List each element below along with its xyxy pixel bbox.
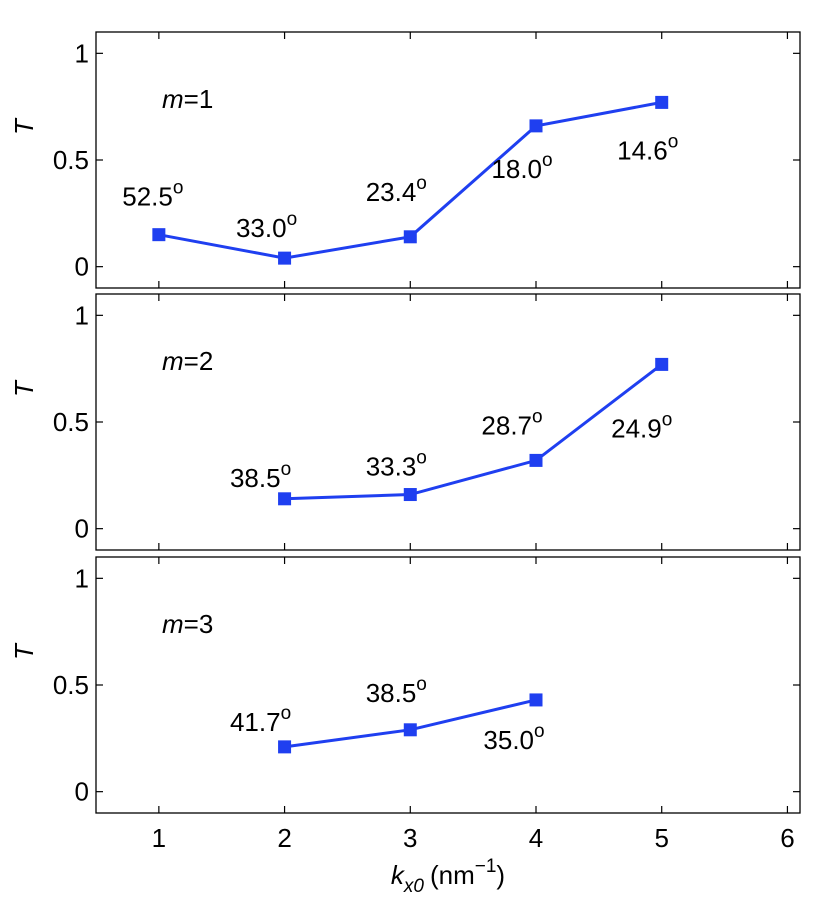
y-tick-label: 0.5 <box>53 670 89 700</box>
angle-value: 24.9 <box>611 413 662 443</box>
data-point <box>152 228 166 242</box>
angle-value: 33.0 <box>236 213 287 243</box>
angle-value: 38.5 <box>366 678 417 708</box>
degree-mark: o <box>281 459 292 480</box>
panel-label: m=2 <box>162 346 213 376</box>
degree-mark: o <box>416 448 427 469</box>
axes-box <box>95 556 801 814</box>
data-point <box>278 740 292 754</box>
angle-annotation: 41.7o <box>230 703 291 737</box>
data-point <box>529 453 543 467</box>
angle-value: 41.7 <box>230 707 281 737</box>
panel-label-var: m <box>162 609 184 639</box>
degree-mark: o <box>542 150 553 171</box>
angle-value: 23.4 <box>366 177 417 207</box>
y-tick-label: 0.5 <box>53 407 89 437</box>
degree-mark: o <box>416 674 427 695</box>
angle-annotation: 24.9o <box>611 409 672 443</box>
angle-annotation: 23.4o <box>366 173 427 207</box>
angle-annotation: 33.0o <box>236 209 297 243</box>
y-axis-label: T <box>9 117 39 135</box>
y-axis-label: T <box>9 642 39 660</box>
angle-annotation: 18.0o <box>491 150 552 184</box>
angle-value: 38.5 <box>230 463 281 493</box>
degree-mark: o <box>668 131 679 152</box>
y-tick-label: 1 <box>75 563 89 593</box>
angle-annotation: 52.5o <box>122 178 183 212</box>
series-line <box>284 363 663 501</box>
x-label-var: k <box>391 860 406 890</box>
angle-annotation: 35.0o <box>483 721 544 755</box>
y-tick-label: 0 <box>75 514 89 544</box>
x-label-close: ) <box>496 860 505 890</box>
angle-value: 52.5 <box>122 182 173 212</box>
panel-label-rest: =1 <box>184 84 214 114</box>
angle-annotation: 38.5o <box>366 674 427 708</box>
data-point <box>278 492 292 506</box>
y-tick-label: 1 <box>75 38 89 68</box>
y-tick-label: 1 <box>75 300 89 330</box>
angle-value: 28.7 <box>481 410 532 440</box>
panel-label-var: m <box>162 346 184 376</box>
degree-mark: o <box>662 409 673 430</box>
data-point <box>655 95 669 109</box>
degree-mark: o <box>281 703 292 724</box>
angle-value: 18.0 <box>491 154 542 184</box>
panel-label-rest: =2 <box>184 346 214 376</box>
panel-label: m=3 <box>162 609 213 639</box>
y-tick-label: 0.5 <box>53 145 89 175</box>
y-tick-label: 0 <box>75 777 89 807</box>
x-tick-label: 4 <box>529 823 543 853</box>
data-point <box>403 723 417 737</box>
panel-label: m=1 <box>162 84 213 114</box>
panel-label-var: m <box>162 84 184 114</box>
angle-value: 14.6 <box>617 135 668 165</box>
data-point <box>403 230 417 244</box>
angle-annotation: 38.5o <box>230 459 291 493</box>
data-point <box>403 488 417 502</box>
data-point <box>655 357 669 371</box>
axes-box <box>95 31 801 289</box>
data-point <box>529 119 543 133</box>
degree-mark: o <box>287 209 298 230</box>
x-tick-label: 3 <box>403 823 417 853</box>
x-label-sub: x0 <box>403 876 425 897</box>
angle-value: 35.0 <box>483 725 534 755</box>
data-point <box>529 693 543 707</box>
degree-mark: o <box>532 406 543 427</box>
x-tick-label: 6 <box>780 823 794 853</box>
y-axis-label: T <box>9 379 39 397</box>
angle-annotation: 33.3o <box>366 448 427 482</box>
x-label-unit: (nm <box>430 860 475 890</box>
angle-annotation: 28.7o <box>481 406 542 440</box>
y-tick-label: 0 <box>75 252 89 282</box>
data-point <box>278 251 292 265</box>
degree-mark: o <box>173 178 184 199</box>
x-axis-label: kx0 (nm−1) <box>391 856 505 897</box>
x-tick-label: 5 <box>654 823 668 853</box>
x-tick-label: 1 <box>152 823 166 853</box>
degree-mark: o <box>416 173 427 194</box>
angle-value: 33.3 <box>366 452 417 482</box>
axes-box <box>95 293 801 551</box>
x-tick-label: 2 <box>277 823 291 853</box>
angle-annotation: 14.6o <box>617 131 678 165</box>
panel-label-rest: =3 <box>184 609 214 639</box>
degree-mark: o <box>534 721 545 742</box>
x-label-sup: −1 <box>475 856 497 877</box>
